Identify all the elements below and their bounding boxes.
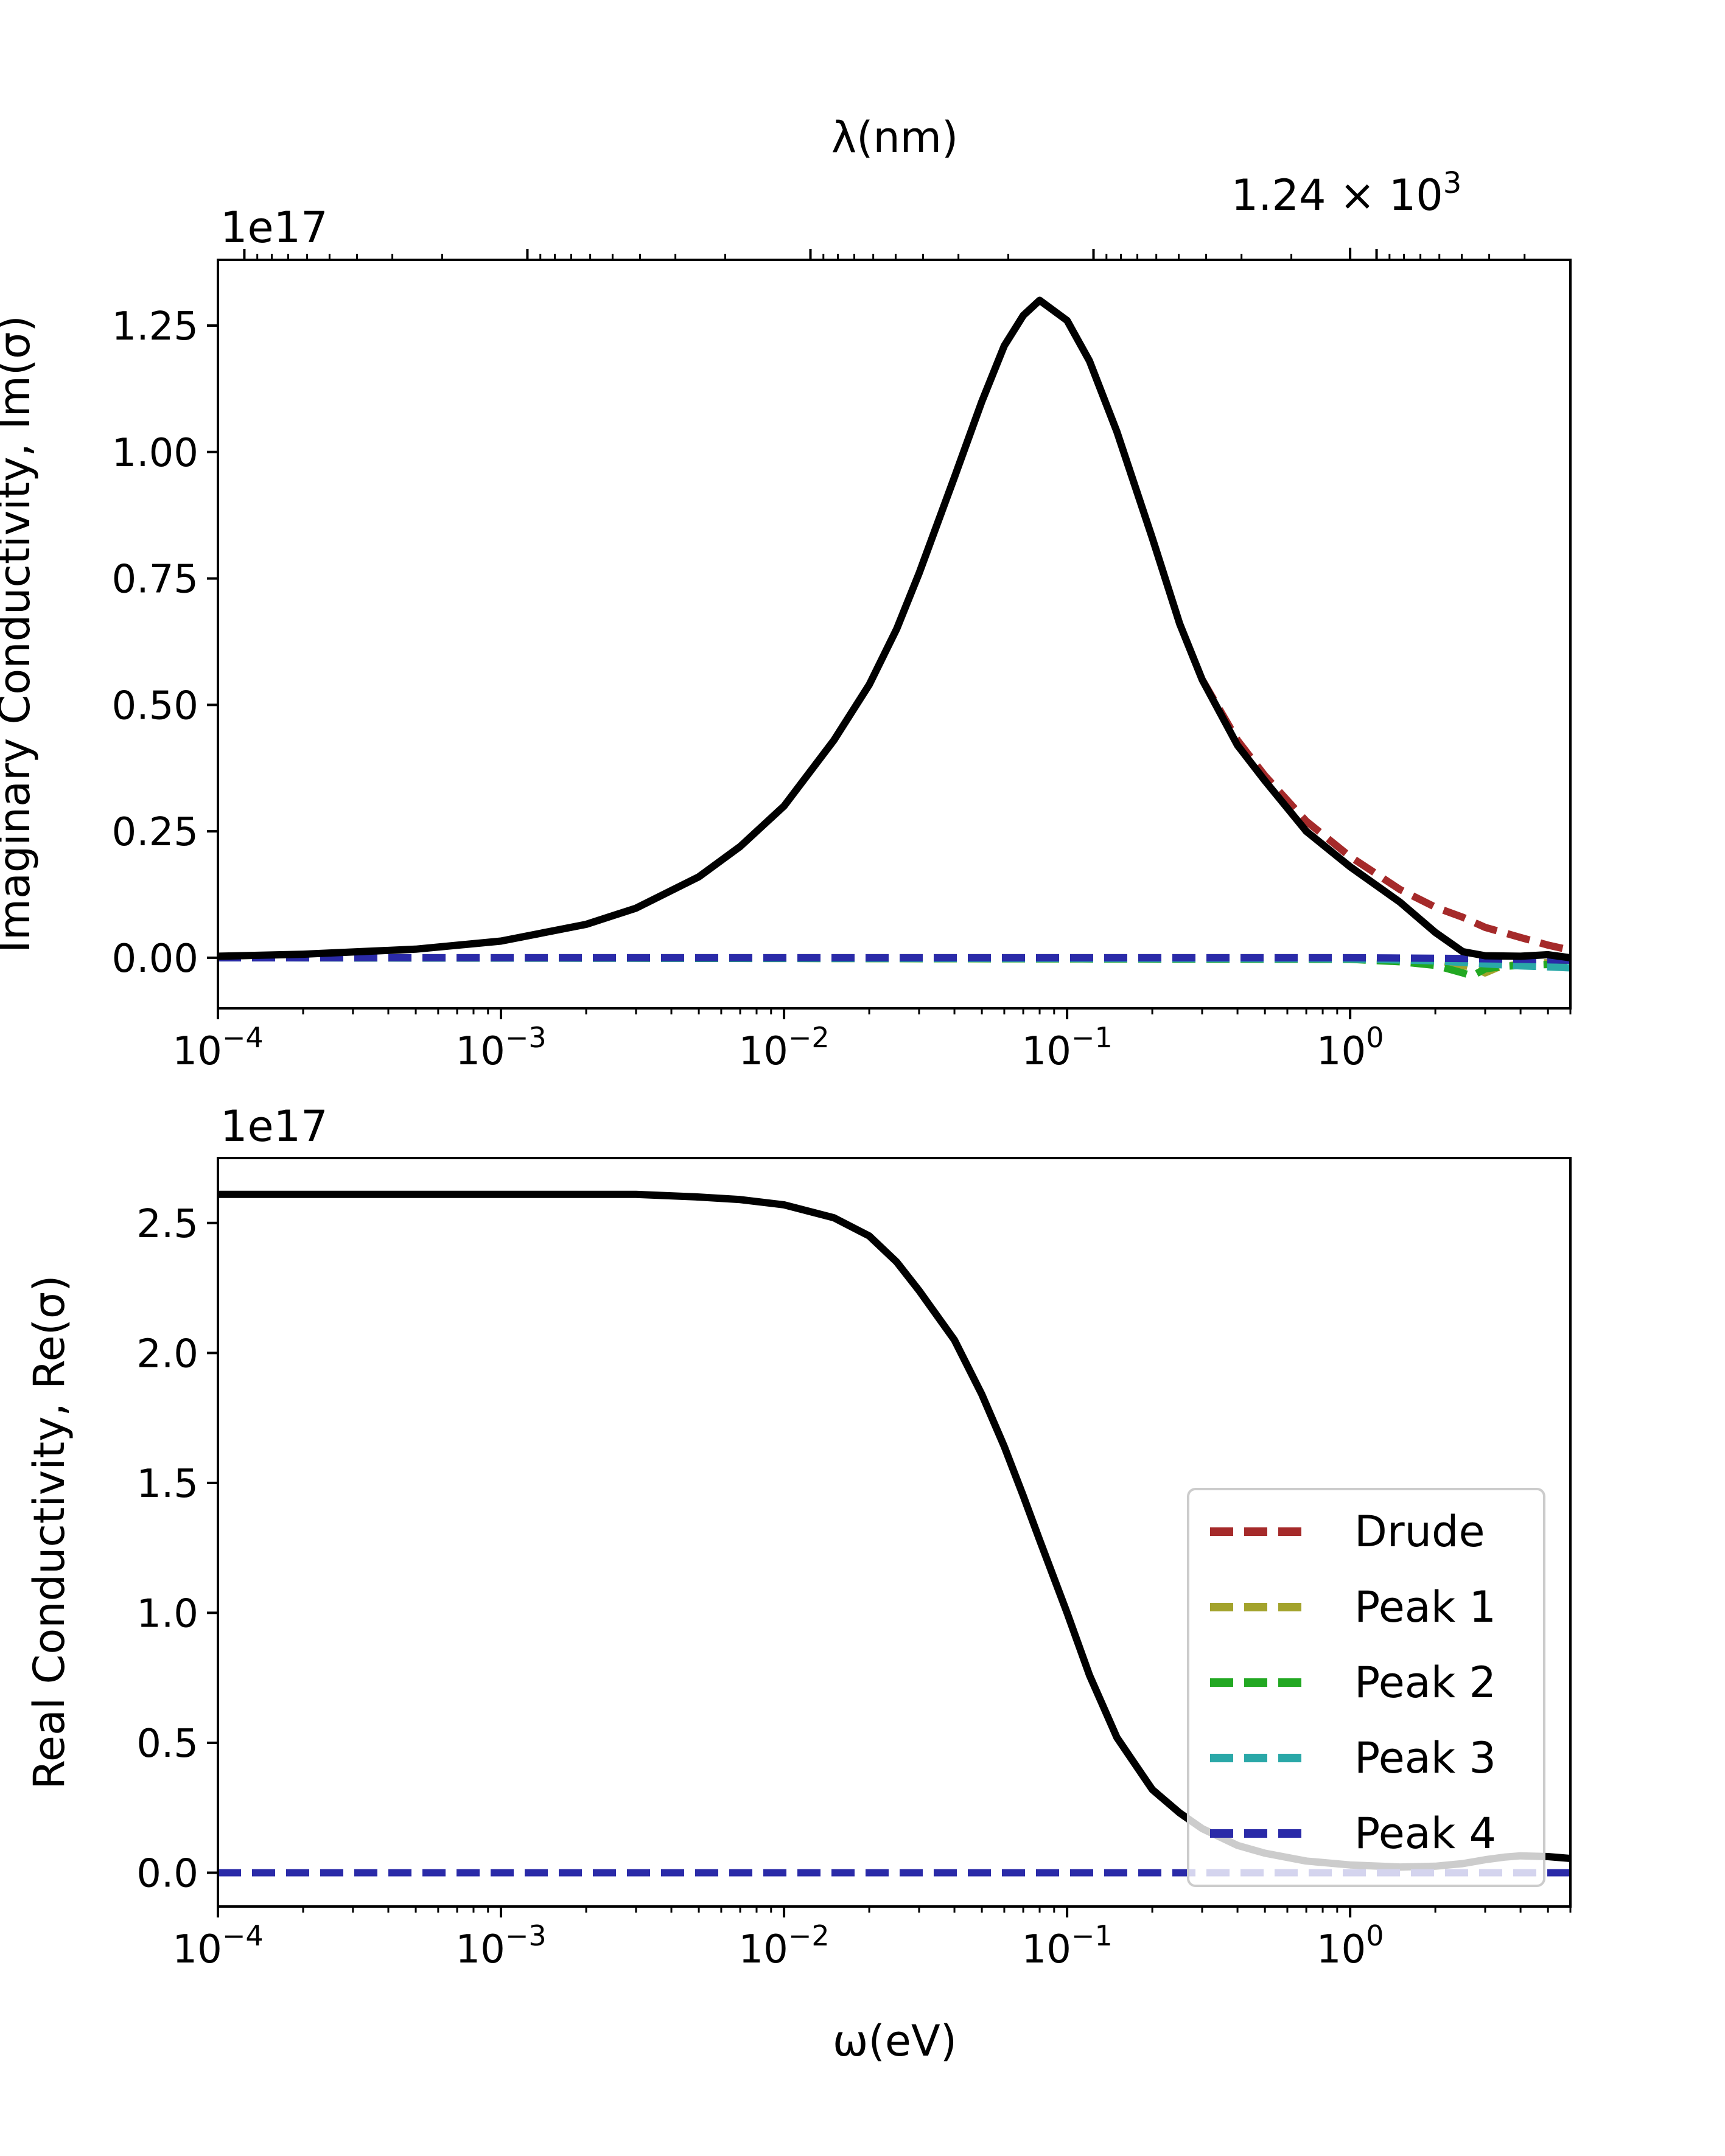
x-tick-label: 100 bbox=[1317, 1919, 1384, 1972]
x-tick-exp: 0 bbox=[1366, 1021, 1384, 1054]
x-tick-label: 10−4 bbox=[172, 1021, 263, 1074]
x-tick-label: 10−2 bbox=[738, 1021, 829, 1074]
real-offset-text: 1e17 bbox=[220, 1101, 328, 1151]
legend-label-peak-3: Peak 3 bbox=[1354, 1733, 1496, 1783]
x-tick-exp: −1 bbox=[1071, 1919, 1113, 1952]
y-tick-label: 2.0 bbox=[136, 1331, 198, 1376]
real-x-ticks: 10−4 10−3 10−2 10−1 100 bbox=[172, 1907, 1572, 1972]
real-x-axis-label: ω(eV) bbox=[833, 2016, 957, 2066]
x-tick-exp: −4 bbox=[222, 1021, 264, 1054]
x-tick-base: 10 bbox=[1021, 1029, 1071, 1074]
y-tick-label: 1.25 bbox=[112, 304, 199, 349]
y-tick-label: 1.0 bbox=[136, 1591, 198, 1636]
x-tick-label: 10−3 bbox=[455, 1919, 546, 1972]
x-tick-base: 10 bbox=[172, 1029, 222, 1074]
real-y-ticks: 0.0 0.5 1.0 1.5 2.0 2.5 bbox=[136, 1202, 218, 1896]
legend-label-peak-1: Peak 1 bbox=[1354, 1582, 1496, 1632]
imag-axes-frame bbox=[217, 259, 1572, 1010]
x-tick-base: 10 bbox=[1021, 1927, 1071, 1972]
x-tick-label: 10−3 bbox=[455, 1021, 546, 1074]
x-tick-exp: −2 bbox=[788, 1919, 830, 1952]
imag-series bbox=[218, 296, 1570, 980]
x-tick-exp: −3 bbox=[505, 1919, 547, 1952]
y-tick-label: 0.25 bbox=[112, 810, 199, 855]
legend-label-peak-4: Peak 4 bbox=[1354, 1809, 1496, 1858]
x-tick-exp: −4 bbox=[222, 1919, 264, 1952]
x-tick-base: 10 bbox=[738, 1029, 788, 1074]
y-tick-label: 1.00 bbox=[112, 431, 199, 476]
imag-x-ticks: 10−4 10−3 10−2 10−1 100 bbox=[172, 1008, 1572, 1074]
legend-entry-peak-4: Peak 4 bbox=[1210, 1809, 1496, 1858]
imag-y-axis-label: Imaginary Conductivity, Im(σ) bbox=[0, 315, 40, 953]
series-line-peak2 bbox=[218, 954, 1570, 980]
x-tick-label: 10−2 bbox=[738, 1919, 829, 1972]
imaginary-conductivity-panel: 1e17 Imaginary Conductivity, Im(σ) 10−4 1… bbox=[0, 203, 1572, 1074]
real-y-axis-label: Real Conductivity, Re(σ) bbox=[24, 1275, 74, 1789]
x-tick-label: 10−1 bbox=[1021, 1021, 1112, 1074]
x-tick-exp: 0 bbox=[1366, 1919, 1384, 1952]
top-tick-mantissa: 1.24 bbox=[1231, 170, 1326, 220]
x-tick-exp: −1 bbox=[1071, 1021, 1113, 1054]
x-tick-base: 10 bbox=[455, 1927, 505, 1972]
y-tick-label: 0.50 bbox=[112, 683, 199, 728]
y-tick-label: 0.75 bbox=[112, 557, 199, 602]
x-tick-base: 10 bbox=[738, 1927, 788, 1972]
y-tick-label: 2.5 bbox=[136, 1202, 198, 1247]
legend-label-drude: Drude bbox=[1354, 1507, 1485, 1557]
top-tick-base: 10 bbox=[1389, 170, 1443, 220]
x-tick-label: 10−1 bbox=[1021, 1919, 1112, 1972]
legend-entry-peak-2: Peak 2 bbox=[1210, 1658, 1496, 1708]
x-tick-label: 10−4 bbox=[172, 1919, 263, 1972]
x-tick-exp: −3 bbox=[505, 1021, 547, 1054]
top-axis-tick-label: 1.24 × 103 bbox=[1231, 166, 1462, 220]
legend-label-peak-2: Peak 2 bbox=[1354, 1658, 1496, 1708]
real-axes-frame bbox=[217, 1157, 1572, 1908]
y-tick-label: 0.00 bbox=[112, 937, 199, 982]
imag-y-ticks: 0.00 0.25 0.50 0.75 1.00 1.25 bbox=[112, 304, 218, 982]
legend: Drude Peak 1 Peak 2 Peak 3 Peak 4 bbox=[1187, 1488, 1545, 1887]
x-tick-exp: −2 bbox=[788, 1021, 830, 1054]
x-tick-base: 10 bbox=[1317, 1927, 1366, 1972]
y-tick-label: 1.5 bbox=[136, 1462, 198, 1507]
x-tick-label: 100 bbox=[1317, 1021, 1384, 1074]
top-tick-times: × bbox=[1326, 170, 1389, 220]
x-tick-base: 10 bbox=[1317, 1029, 1366, 1074]
x-tick-base: 10 bbox=[455, 1029, 505, 1074]
real-conductivity-panel: 1e17 Real Conductivity, Re(σ) ω(eV) 10−4… bbox=[24, 1101, 1572, 2066]
top-axis-label: λ(nm) bbox=[831, 113, 959, 162]
series-line-total bbox=[218, 296, 1570, 961]
legend-entry-peak-3: Peak 3 bbox=[1210, 1733, 1496, 1783]
legend-entry-peak-1: Peak 1 bbox=[1210, 1582, 1496, 1632]
legend-entry-drude: Drude bbox=[1210, 1507, 1485, 1557]
top-tick-exp: 3 bbox=[1443, 166, 1462, 200]
y-tick-label: 0.0 bbox=[136, 1851, 198, 1896]
x-tick-base: 10 bbox=[172, 1927, 222, 1972]
y-tick-label: 0.5 bbox=[136, 1722, 198, 1767]
legend-box bbox=[1187, 1488, 1545, 1887]
imag-offset-text: 1e17 bbox=[220, 203, 328, 253]
